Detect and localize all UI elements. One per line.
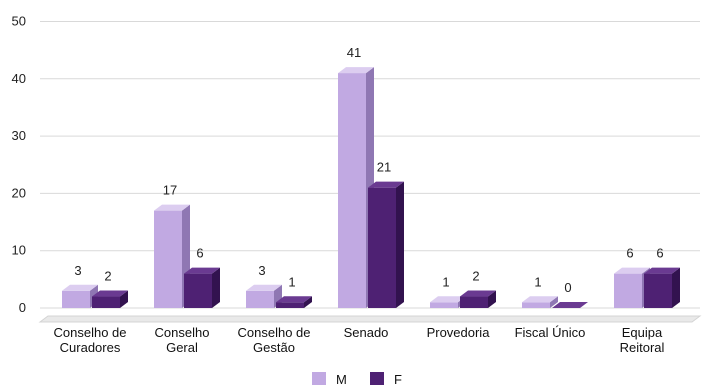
bar-front bbox=[430, 302, 458, 308]
data-label: 17 bbox=[163, 183, 177, 198]
data-label: 1 bbox=[288, 274, 295, 289]
x-tick-label-line: Senado bbox=[344, 325, 389, 340]
bar-top bbox=[614, 267, 650, 274]
bar-front bbox=[62, 290, 90, 308]
x-tick-label-line: Equipa bbox=[622, 325, 663, 340]
bar-top bbox=[184, 267, 220, 274]
bar-F-3 bbox=[368, 181, 404, 308]
y-tick-label: 0 bbox=[19, 300, 26, 315]
y-axis: 0 10 20 30 40 50 bbox=[12, 14, 26, 316]
x-tick-label-line: Conselho bbox=[155, 325, 210, 340]
bar-side bbox=[304, 296, 312, 308]
chart-floor bbox=[38, 315, 702, 323]
data-label: 3 bbox=[258, 263, 265, 278]
bar-front bbox=[522, 302, 550, 308]
bar-front bbox=[184, 273, 212, 308]
bar-side bbox=[488, 290, 496, 308]
x-tick-label-line: Reitoral bbox=[620, 340, 665, 355]
legend-swatch bbox=[312, 372, 326, 385]
data-label: 0 bbox=[564, 280, 571, 295]
data-label: 41 bbox=[347, 45, 361, 60]
bar-side bbox=[550, 296, 558, 308]
x-tick-label-line: Curadores bbox=[60, 340, 121, 355]
bar-side bbox=[212, 267, 220, 308]
data-label: 3 bbox=[74, 263, 81, 278]
bar-F-6 bbox=[644, 267, 680, 308]
x-tick-label: Equipa Reitoral bbox=[620, 325, 665, 355]
bar-front bbox=[246, 290, 274, 308]
bar-top bbox=[552, 302, 588, 308]
x-tick-label: Conselho Geral bbox=[155, 325, 210, 355]
bar-front bbox=[644, 273, 672, 308]
bar-side bbox=[120, 290, 128, 308]
legend-item-F: F bbox=[370, 372, 402, 385]
bar-front bbox=[338, 73, 366, 308]
y-tick-label: 20 bbox=[12, 185, 26, 200]
bar-M-5 bbox=[522, 296, 558, 308]
bar-front bbox=[92, 296, 120, 308]
x-tick-label-line: Conselho de bbox=[54, 325, 127, 340]
data-label: 6 bbox=[656, 246, 663, 261]
legend-item-M: M bbox=[312, 372, 347, 385]
x-tick-label: Provedoria bbox=[427, 325, 491, 340]
bar-F-0 bbox=[92, 290, 128, 308]
bar-top bbox=[276, 296, 312, 303]
data-label: 2 bbox=[104, 269, 111, 284]
bar-top bbox=[246, 284, 282, 291]
bar-M-3 bbox=[338, 67, 374, 308]
y-tick-label: 10 bbox=[12, 243, 26, 258]
bar-top bbox=[368, 181, 404, 188]
data-label: 1 bbox=[442, 274, 449, 289]
x-tick-label: Senado bbox=[344, 325, 389, 340]
legend-label: F bbox=[394, 372, 402, 385]
bar-F-4 bbox=[460, 290, 496, 308]
bar-front bbox=[154, 210, 182, 308]
y-tick-label: 50 bbox=[12, 14, 26, 29]
bar-top bbox=[92, 290, 128, 297]
y-tick-label: 30 bbox=[12, 128, 26, 143]
data-label: 6 bbox=[196, 246, 203, 261]
bar-top bbox=[338, 67, 374, 74]
data-label: 6 bbox=[626, 246, 633, 261]
bar-F-2 bbox=[276, 296, 312, 308]
bar-top bbox=[430, 296, 466, 303]
x-tick-label-line: Provedoria bbox=[427, 325, 491, 340]
bar-F-1 bbox=[184, 267, 220, 308]
chart-floor-plane bbox=[38, 315, 702, 323]
x-tick-label-line: Gestão bbox=[253, 340, 295, 355]
bar-F-5 bbox=[552, 302, 588, 308]
data-label: 1 bbox=[534, 274, 541, 289]
bar-side bbox=[672, 267, 680, 308]
bar-front bbox=[368, 187, 396, 308]
bar-front bbox=[614, 273, 642, 308]
data-label: 21 bbox=[377, 160, 391, 175]
bar-top bbox=[522, 296, 558, 303]
x-tick-label: Fiscal Único bbox=[515, 325, 586, 340]
x-tick-label-line: Geral bbox=[166, 340, 198, 355]
x-tick-label-line: Conselho de bbox=[238, 325, 311, 340]
bar-top bbox=[62, 284, 98, 291]
bar-top bbox=[460, 290, 496, 297]
data-label: 2 bbox=[472, 269, 479, 284]
bar-top bbox=[154, 204, 190, 211]
bar-top bbox=[644, 267, 680, 274]
x-tick-label-line: Fiscal Único bbox=[515, 325, 586, 340]
bar-side bbox=[396, 181, 404, 308]
x-tick-label: Conselho de Curadores bbox=[54, 325, 127, 355]
legend-label: M bbox=[336, 372, 347, 385]
y-tick-label: 40 bbox=[12, 71, 26, 86]
x-tick-label: Conselho de Gestão bbox=[238, 325, 311, 355]
legend-swatch bbox=[370, 372, 384, 385]
bar-front bbox=[276, 302, 304, 308]
bar-front bbox=[460, 296, 488, 308]
